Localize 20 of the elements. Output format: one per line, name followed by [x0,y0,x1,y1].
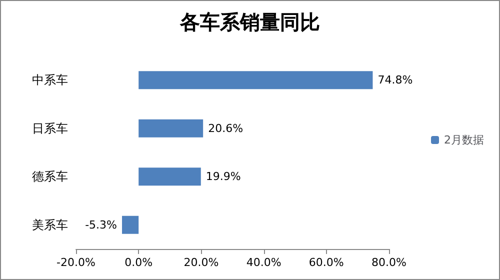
y-tick-label: 美系车 [32,218,68,232]
x-tick-label: 20.0% [184,256,219,269]
y-tick-label: 日系车 [32,121,68,136]
x-tick-label: 60.0% [308,256,344,269]
x-tick-label: 40.0% [246,256,282,269]
bar [122,216,139,234]
bar [138,168,201,186]
x-tick-label: -20.0% [56,256,96,269]
data-label: -5.3% [85,218,118,232]
y-tick-label: 中系车 [32,73,68,88]
chart-title: 各车系销量同比 [179,10,320,34]
y-tick-label: 德系车 [32,170,68,184]
x-tick-label: 0.0% [124,256,153,269]
bar [138,71,373,90]
legend-label: 2月数据 [444,134,484,146]
data-label: 74.8% [378,74,413,87]
data-label: 19.9% [206,170,241,184]
data-label: 20.6% [208,122,244,135]
x-tick-label: 80.0% [372,256,406,269]
bar [138,119,204,138]
